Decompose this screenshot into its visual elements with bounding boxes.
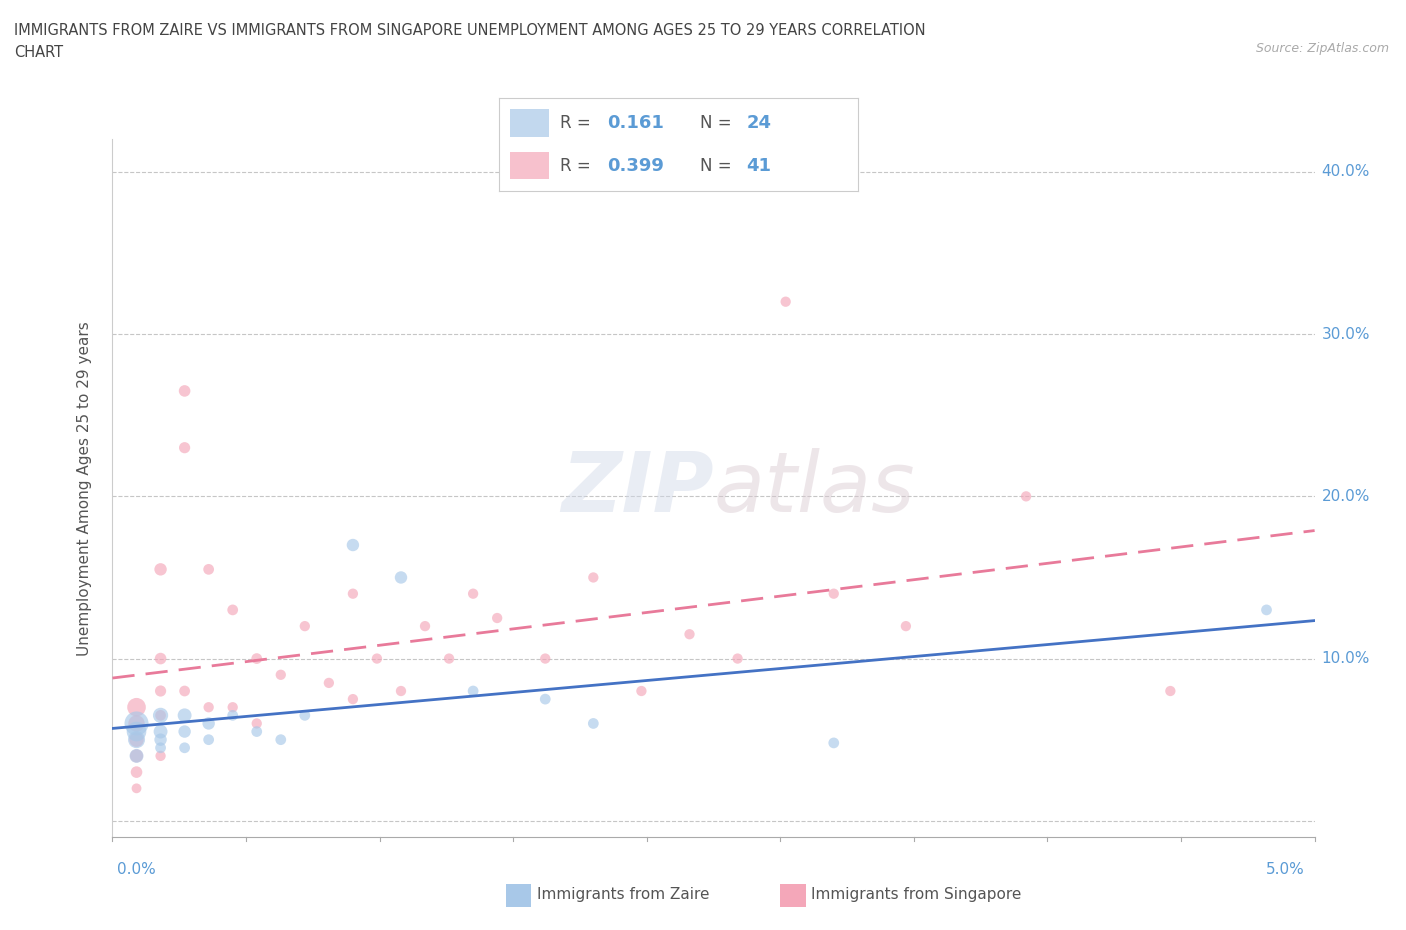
Point xyxy=(197,699,219,714)
Point xyxy=(173,440,195,455)
Point xyxy=(173,684,195,698)
Point xyxy=(823,736,845,751)
Text: 41: 41 xyxy=(747,156,772,175)
Text: IMMIGRANTS FROM ZAIRE VS IMMIGRANTS FROM SINGAPORE UNEMPLOYMENT AMONG AGES 25 TO: IMMIGRANTS FROM ZAIRE VS IMMIGRANTS FROM… xyxy=(14,23,925,38)
Text: R =: R = xyxy=(560,156,596,175)
Point xyxy=(1159,684,1181,698)
Text: R =: R = xyxy=(560,113,596,132)
FancyBboxPatch shape xyxy=(510,152,550,179)
Point xyxy=(149,708,172,723)
Point xyxy=(173,383,195,398)
Text: 10.0%: 10.0% xyxy=(1322,651,1369,666)
Point xyxy=(125,749,148,764)
Point xyxy=(197,562,219,577)
Point xyxy=(630,684,652,698)
Point xyxy=(173,708,195,723)
Point xyxy=(246,716,269,731)
Point xyxy=(149,651,172,666)
Point xyxy=(461,684,484,698)
Point xyxy=(149,708,172,723)
Point xyxy=(149,740,172,755)
Point xyxy=(125,749,148,764)
Point xyxy=(149,684,172,698)
Text: 30.0%: 30.0% xyxy=(1322,326,1369,341)
Text: 24: 24 xyxy=(747,113,772,132)
FancyBboxPatch shape xyxy=(510,109,550,137)
Point xyxy=(582,570,605,585)
Point xyxy=(197,732,219,747)
Point xyxy=(413,618,436,633)
Point xyxy=(125,764,148,779)
Point xyxy=(125,781,148,796)
Point xyxy=(222,708,245,723)
Point xyxy=(125,732,148,747)
Point xyxy=(222,699,245,714)
Point xyxy=(294,618,316,633)
Point xyxy=(486,611,509,626)
Point xyxy=(125,732,148,747)
Point xyxy=(342,538,364,552)
Text: atlas: atlas xyxy=(713,447,915,529)
Y-axis label: Unemployment Among Ages 25 to 29 years: Unemployment Among Ages 25 to 29 years xyxy=(77,321,91,656)
Point xyxy=(125,716,148,731)
Point xyxy=(823,586,845,601)
Point xyxy=(894,618,917,633)
Text: 20.0%: 20.0% xyxy=(1322,489,1369,504)
Point xyxy=(1015,489,1038,504)
Point xyxy=(366,651,388,666)
Point xyxy=(294,708,316,723)
Point xyxy=(270,668,292,683)
Point xyxy=(534,651,557,666)
Point xyxy=(125,716,148,731)
Text: 40.0%: 40.0% xyxy=(1322,165,1369,179)
Point xyxy=(1256,603,1278,618)
Text: Source: ZipAtlas.com: Source: ZipAtlas.com xyxy=(1256,42,1389,55)
Point xyxy=(775,294,797,309)
Point xyxy=(437,651,460,666)
Point xyxy=(727,651,749,666)
Text: 0.161: 0.161 xyxy=(607,113,664,132)
Text: 0.399: 0.399 xyxy=(607,156,664,175)
Point xyxy=(270,732,292,747)
Point xyxy=(173,724,195,739)
Text: Immigrants from Zaire: Immigrants from Zaire xyxy=(537,887,710,902)
Point xyxy=(173,740,195,755)
Point xyxy=(149,724,172,739)
Point xyxy=(197,716,219,731)
Point xyxy=(125,724,148,739)
Text: ZIP: ZIP xyxy=(561,447,713,529)
Text: CHART: CHART xyxy=(14,45,63,60)
Point xyxy=(246,724,269,739)
Point xyxy=(678,627,700,642)
Point xyxy=(149,732,172,747)
Text: N =: N = xyxy=(700,113,737,132)
Point xyxy=(318,675,340,690)
Point xyxy=(125,699,148,714)
Point xyxy=(149,749,172,764)
Point xyxy=(534,692,557,707)
Point xyxy=(389,684,412,698)
Point xyxy=(246,651,269,666)
Point xyxy=(222,603,245,618)
Point xyxy=(582,716,605,731)
Point xyxy=(342,586,364,601)
Point xyxy=(149,562,172,577)
Text: 0.0%: 0.0% xyxy=(117,862,156,877)
Text: 5.0%: 5.0% xyxy=(1265,862,1305,877)
Text: N =: N = xyxy=(700,156,737,175)
Point xyxy=(461,586,484,601)
Point xyxy=(342,692,364,707)
Text: Immigrants from Singapore: Immigrants from Singapore xyxy=(811,887,1022,902)
Point xyxy=(389,570,412,585)
